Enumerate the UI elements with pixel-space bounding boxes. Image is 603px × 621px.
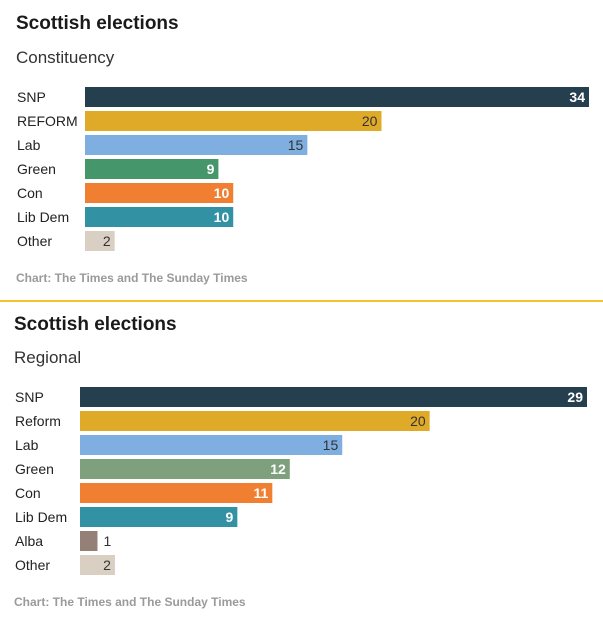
value-label: 34 bbox=[569, 89, 585, 105]
bar bbox=[80, 411, 430, 431]
bar bbox=[85, 111, 382, 131]
bar bbox=[80, 507, 238, 527]
bar bbox=[80, 435, 343, 455]
chart-source: Chart: The Times and The Sunday Times bbox=[16, 271, 248, 285]
bar bbox=[85, 207, 234, 227]
category-label: Other bbox=[17, 233, 52, 249]
category-label: REFORM bbox=[17, 113, 78, 129]
value-label: 10 bbox=[214, 209, 230, 225]
bar bbox=[80, 555, 115, 575]
bar bbox=[85, 231, 115, 251]
bar bbox=[85, 135, 308, 155]
value-label: 10 bbox=[214, 185, 230, 201]
chart-source: Chart: The Times and The Sunday Times bbox=[14, 595, 246, 609]
section-divider bbox=[0, 300, 603, 302]
bar bbox=[80, 459, 290, 479]
value-label: 9 bbox=[207, 161, 215, 177]
bar bbox=[80, 387, 587, 407]
value-label: 12 bbox=[270, 461, 286, 477]
bar bbox=[85, 87, 589, 107]
category-label: Lab bbox=[17, 137, 41, 153]
category-label: Con bbox=[15, 485, 41, 501]
bar bbox=[85, 159, 219, 179]
chart-title: Scottish elections bbox=[16, 13, 179, 34]
category-label: Lab bbox=[15, 437, 39, 453]
category-label: SNP bbox=[17, 89, 46, 105]
bar bbox=[85, 183, 234, 203]
value-label: 15 bbox=[323, 437, 339, 453]
category-label: Green bbox=[15, 461, 54, 477]
category-label: Alba bbox=[15, 533, 43, 549]
category-label: SNP bbox=[15, 389, 44, 405]
chart-subtitle: Constituency bbox=[16, 48, 115, 67]
category-label: Lib Dem bbox=[15, 509, 67, 525]
category-label: Reform bbox=[15, 413, 61, 429]
value-label: 2 bbox=[103, 557, 111, 573]
value-label: 1 bbox=[103, 533, 111, 549]
value-label: 20 bbox=[362, 113, 378, 129]
category-label: Other bbox=[15, 557, 50, 573]
constituency-bar-chart: SNP 34 REFORM 20 Lab 15 Green 9 Con 10 Lib Dem 10 Ot… bbox=[17, 87, 589, 251]
category-label: Con bbox=[17, 185, 43, 201]
value-label: 15 bbox=[288, 137, 304, 153]
value-label: 11 bbox=[253, 485, 268, 501]
value-label: 9 bbox=[226, 509, 234, 525]
value-label: 20 bbox=[410, 413, 426, 429]
chart-title: Scottish elections bbox=[14, 314, 177, 335]
value-label: 29 bbox=[567, 389, 583, 405]
category-label: Green bbox=[17, 161, 56, 177]
chart-subtitle: Regional bbox=[14, 348, 82, 367]
category-label: Lib Dem bbox=[17, 209, 69, 225]
value-label: 2 bbox=[103, 233, 111, 249]
bar bbox=[80, 531, 98, 551]
bar bbox=[80, 483, 273, 503]
